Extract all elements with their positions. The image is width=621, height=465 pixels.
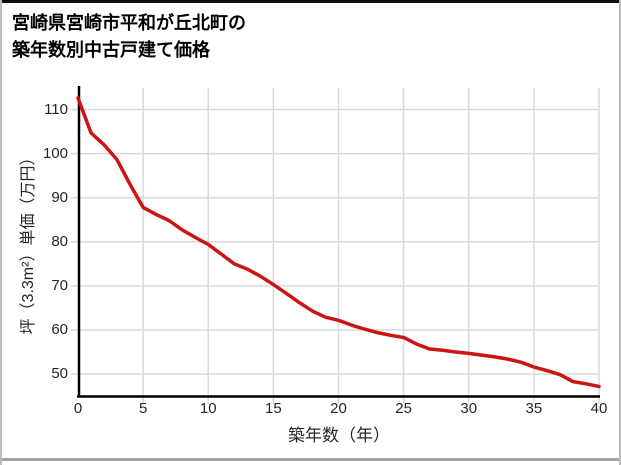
x-tick-label: 5	[138, 400, 148, 417]
x-tick-label: 40	[590, 400, 608, 417]
y-tick-label: 70	[51, 276, 68, 294]
bottom-border	[2, 458, 619, 461]
y-tick-label: 100	[42, 144, 68, 162]
x-tick-label: 15	[265, 400, 282, 417]
price-series-line	[76, 96, 601, 389]
x-tick-label: 20	[330, 400, 347, 417]
x-tick-label: 0	[73, 400, 83, 417]
y-tick-label: 90	[51, 188, 68, 206]
y-tick-label: 50	[51, 365, 68, 383]
y-tick-label: 110	[44, 100, 68, 118]
x-tick-label: 30	[460, 400, 478, 417]
y-tick-label: 60	[51, 321, 68, 338]
chart-title-line1: 宮崎県宮崎市平和が丘北町の	[12, 13, 246, 33]
x-tick-label: 10	[199, 400, 217, 417]
x-axis-title: 築年数（年）	[288, 426, 390, 445]
y-tick-label: 80	[51, 232, 68, 250]
x-tick-label: 35	[525, 400, 543, 417]
chart-title-line2: 築年数別中古戸建て価格	[12, 40, 210, 60]
top-border	[2, 0, 619, 3]
y-axis-title: 坪（3.3m²）単価（万円）	[20, 149, 37, 335]
x-tick-label: 25	[395, 400, 412, 417]
chart-title: 宮崎県宮崎市平和が丘北町の 築年数別中古戸建て価格	[12, 10, 246, 64]
